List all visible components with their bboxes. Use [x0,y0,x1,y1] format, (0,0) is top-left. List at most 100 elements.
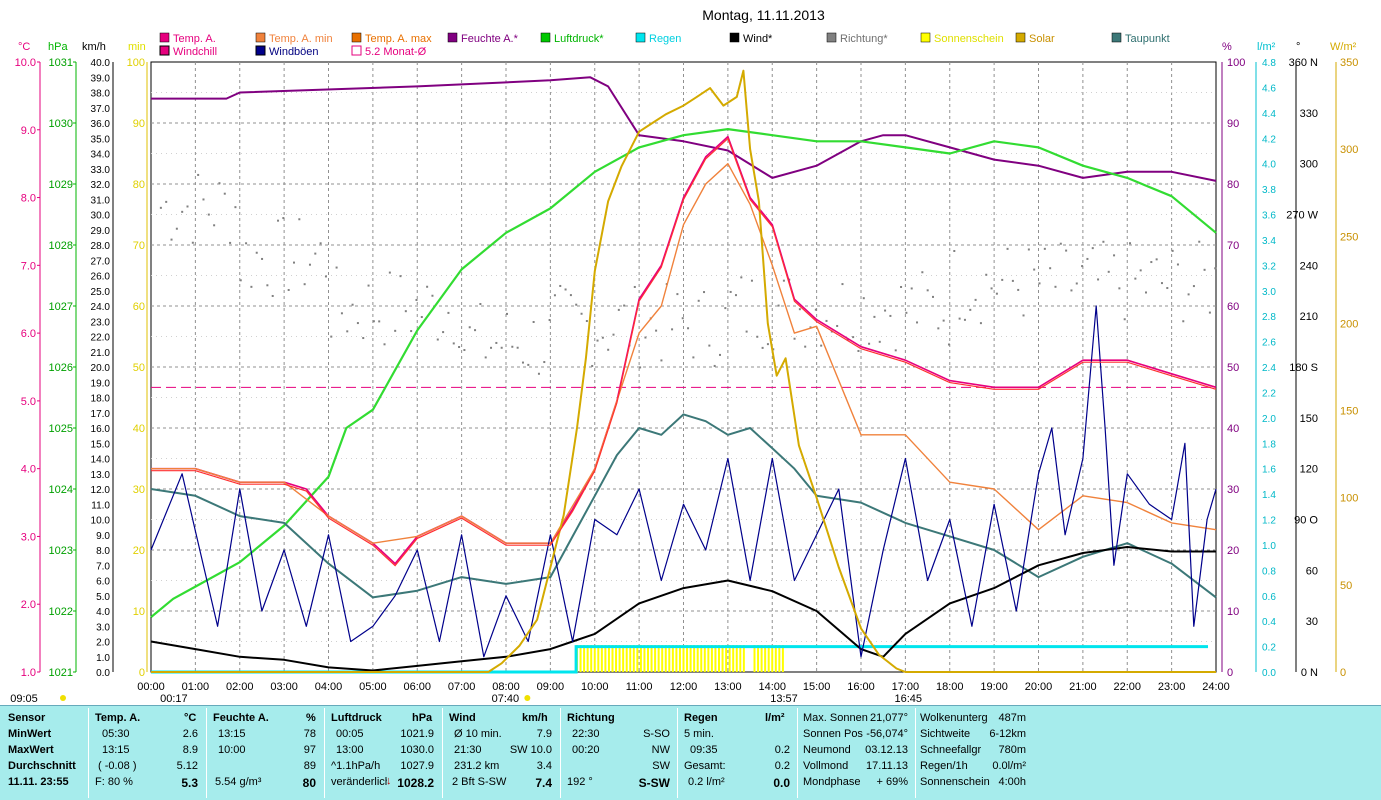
sichtweite-value: 6-12km [989,728,1026,740]
richtung-point [734,294,737,297]
richtung-point [756,335,759,338]
richtung-point [202,198,205,201]
richtung-point [388,271,391,274]
richtung-point [266,284,269,287]
richtung-point [1059,242,1062,245]
x-tick-label: 05:00 [359,681,387,693]
temp-tick-label: 10.0 [15,57,36,69]
regen-time-value: 0.2 [774,744,790,756]
richtung-point [713,364,716,367]
richtung-point [719,353,721,356]
richtung-point [1097,278,1100,281]
richtung-point [245,242,248,245]
x-tick-label: 16:00 [847,681,875,693]
kmh-tick-label: 21.0 [91,348,111,359]
legend-swatch [1111,32,1122,43]
luftdruck-state: veränderlich [331,776,387,788]
temp-current-value: 5.3 [181,776,198,790]
richtung-point [612,333,615,336]
richtung-point [963,318,966,321]
x-tick-label: 11:00 [626,681,653,693]
luftdruck-trend: ^1.1hPa/h [331,760,381,772]
richtung-point [692,356,695,359]
richtung-point [404,310,407,313]
pct-tick-label: 100 [1227,57,1245,69]
temp-tick-label: 8.0 [21,193,36,205]
pct-tick-label: 90 [1227,118,1239,130]
kmh-tick-label: 12.0 [91,485,111,496]
wind-beaufort: 2 Bft S-SW [452,776,507,788]
regen-total-label: Gesamt: [684,760,726,772]
sun-max-value: 21,077° [869,712,908,724]
legend-swatch [729,32,740,43]
kmh-tick-label: 29.0 [91,226,111,237]
regen-current-value: 0.0 [773,776,790,790]
x-tick-label: 12:00 [670,681,698,693]
richtung-point [261,257,264,260]
feuchte-max-value: 97 [303,744,316,756]
legend-swatch [255,45,266,56]
x-tick-label: 04:00 [315,681,343,693]
richtung-point [708,344,711,347]
richtung-point [1017,288,1020,291]
richtung-point [814,308,817,311]
legend-swatch [540,32,551,43]
kmh-tick-label: 9.0 [96,531,110,542]
kmh-tick-label: 20.0 [91,363,111,374]
legend-swatch [635,32,646,43]
x-tick-label: 13:00 [714,681,742,693]
richtung-point [282,217,285,220]
richtung-point [889,314,892,317]
x-tick-label: 10:00 [581,681,609,693]
richtung-point [894,349,897,352]
wind-current-value: 7.4 [535,776,552,790]
axis-unit-left: hPa [48,41,68,53]
kmh-tick-label: 25.0 [91,287,111,298]
richtung-point [255,251,258,254]
richtung-point [1065,249,1068,252]
wm2-tick-label: 300 [1340,144,1358,156]
richtung-point [905,311,908,314]
min-tick-label: 100 [127,57,145,69]
richtung-point [1022,314,1025,317]
sun-max-label: Max. Sonnen [803,712,868,724]
richtung-point [271,294,274,297]
richtung-point [878,340,881,343]
kmh-tick-label: 34.0 [91,150,111,161]
weather-chart: Montag, 11.11.2013 Temp. A. Temp. A. min Te… [10,7,1358,705]
temp-header: Temp. A. [95,712,141,724]
richtung-point [703,291,706,294]
sun-marker-icon [524,695,531,701]
richtung-point [777,304,780,307]
legend-swatch [826,32,837,43]
richtung-point [1150,261,1153,264]
legend-label: Temp. A. max [365,33,432,45]
windchill-line [151,137,1217,567]
temp-tick-label: 7.0 [21,260,36,272]
x-tick-label: 01:00 [182,681,210,693]
wolkenunterg-value: 487m [998,712,1026,724]
richtung-point [293,261,295,264]
richtung-point [335,266,338,269]
richtung-point [500,346,503,349]
rain-tick-label: 2.8 [1262,312,1276,323]
richtung-point [213,224,216,227]
richtung-point [804,345,807,348]
rain-tick-label: 2.4 [1262,363,1276,374]
richtung-point [1107,270,1110,273]
feuchte-header: Feuchte A. [213,712,269,724]
wind-header: Wind [449,712,476,724]
kmh-tick-label: 22.0 [91,333,111,344]
rain-tick-label: 0.4 [1262,617,1276,628]
richtung-point [916,321,919,324]
richtung-point [516,346,519,349]
rain-tick-label: 3.0 [1262,287,1276,298]
temp-max-value: 8.9 [182,744,198,756]
luftdruck-max-value: 1030.0 [400,744,434,756]
sonnenschein-label: Sonnenschein [920,776,990,788]
richtung-point [1102,240,1105,243]
richtung-point [356,322,359,325]
richtung-point [521,361,524,364]
richtung-point [926,289,929,292]
